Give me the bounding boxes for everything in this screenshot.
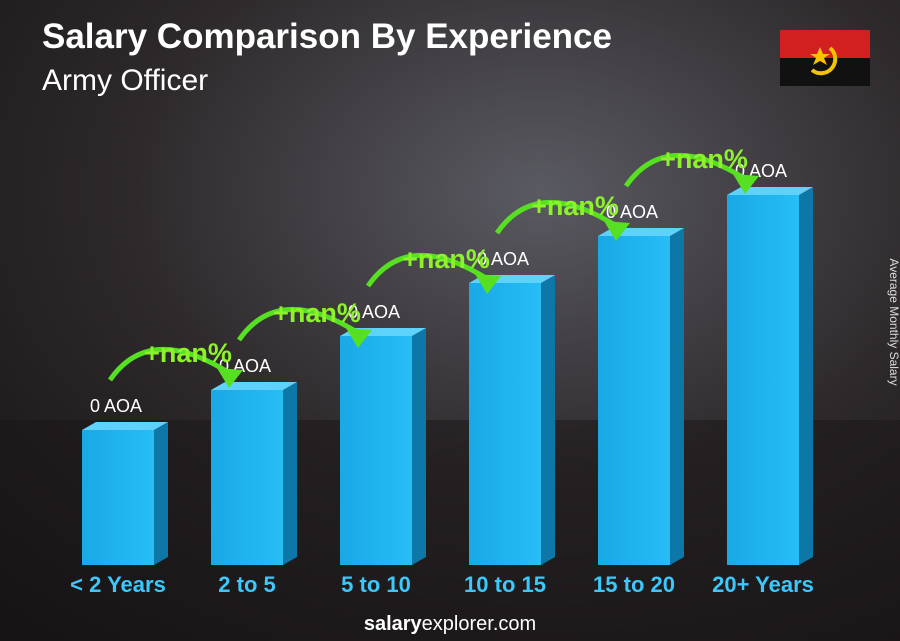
- bar-top: [82, 422, 168, 430]
- bar-side: [412, 328, 426, 565]
- category-label: 20+ Years: [712, 572, 814, 597]
- change-label: +nan%: [660, 144, 748, 174]
- footer-rest: explorer.com: [422, 613, 537, 635]
- axis-label: Average Monthly Salary: [887, 258, 900, 385]
- arrow-head: [346, 328, 372, 348]
- flag: [780, 30, 870, 86]
- title: Salary Comparison By Experience: [42, 17, 612, 56]
- category-label: 2 to 5: [218, 572, 275, 597]
- change-label: +nan%: [402, 244, 490, 274]
- change-arrow: [494, 199, 620, 235]
- change-arrow: [107, 346, 233, 382]
- arrow-head: [217, 368, 243, 388]
- bar: [469, 283, 541, 565]
- footer: salaryexplorer.com: [364, 613, 536, 635]
- bar: [340, 336, 412, 565]
- change-label: +nan%: [531, 191, 619, 221]
- bar-side: [283, 382, 297, 565]
- bar-side: [541, 275, 555, 565]
- arrow-head: [733, 174, 759, 194]
- amount-label: 0 AOA: [90, 396, 142, 416]
- category-label: < 2 Years: [70, 572, 166, 597]
- amount-label: 0 AOA: [477, 249, 529, 269]
- bar-top: [727, 187, 813, 195]
- change-arrow: [365, 252, 491, 288]
- category-label: 5 to 10: [341, 572, 411, 597]
- change-label: +nan%: [273, 298, 361, 328]
- category-label: 15 to 20: [593, 572, 675, 597]
- category-label: 10 to 15: [464, 572, 546, 597]
- bar-side: [799, 187, 813, 565]
- bar-top: [211, 382, 297, 390]
- amount-label: 0 AOA: [348, 302, 400, 322]
- subtitle: Army Officer: [42, 64, 208, 97]
- arrow-head: [475, 274, 501, 294]
- change-arrow: [623, 152, 749, 188]
- arrow-head: [604, 221, 630, 241]
- bar-side: [154, 422, 168, 565]
- bar: [598, 236, 670, 565]
- change-arrow: [236, 306, 362, 342]
- change-label: +nan%: [144, 338, 232, 368]
- amount-label: 0 AOA: [606, 202, 658, 222]
- footer-brand: salary: [364, 613, 423, 635]
- bar: [82, 430, 154, 565]
- bar-side: [670, 228, 684, 565]
- bar: [211, 390, 283, 565]
- bar: [727, 195, 799, 565]
